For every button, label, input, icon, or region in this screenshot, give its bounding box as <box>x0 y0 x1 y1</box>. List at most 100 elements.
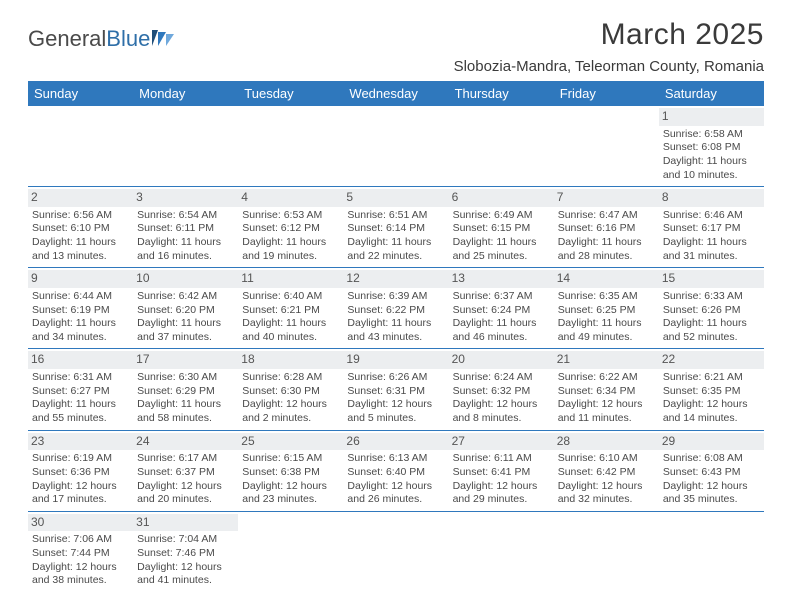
flag-icon <box>152 26 174 52</box>
day-number: 19 <box>343 351 448 369</box>
day-info-line: Sunset: 6:34 PM <box>558 385 655 399</box>
day-number: 22 <box>659 351 764 369</box>
calendar-page: GeneralBlue March 2025 Slobozia-Mandra, … <box>0 0 792 602</box>
day-info-line: and 20 minutes. <box>137 493 234 507</box>
day-number: 17 <box>133 351 238 369</box>
day-info-line: and 52 minutes. <box>663 331 760 345</box>
calendar-cell: 30Sunrise: 7:06 AMSunset: 7:44 PMDayligh… <box>28 511 133 592</box>
day-info-line: Sunrise: 6:22 AM <box>558 371 655 385</box>
calendar-cell <box>133 106 238 187</box>
day-info-line: Sunset: 6:30 PM <box>242 385 339 399</box>
day-info-line: Sunrise: 6:53 AM <box>242 209 339 223</box>
day-info: Sunrise: 6:17 AMSunset: 6:37 PMDaylight:… <box>137 452 234 507</box>
day-number: 20 <box>449 351 554 369</box>
logo-text-gray: General <box>28 26 106 52</box>
calendar-cell <box>238 511 343 592</box>
day-info-line: Sunset: 6:40 PM <box>347 466 444 480</box>
day-number: 14 <box>554 270 659 288</box>
day-info-line: Daylight: 11 hours <box>558 236 655 250</box>
calendar-cell <box>449 106 554 187</box>
day-info-line: Sunrise: 6:10 AM <box>558 452 655 466</box>
calendar-cell <box>343 511 448 592</box>
day-info-line: Sunset: 6:14 PM <box>347 222 444 236</box>
day-info-line: Daylight: 11 hours <box>347 236 444 250</box>
day-info: Sunrise: 6:56 AMSunset: 6:10 PMDaylight:… <box>32 209 129 264</box>
title-block: March 2025 Slobozia-Mandra, Teleorman Co… <box>454 18 764 75</box>
day-info-line: and 41 minutes. <box>137 574 234 588</box>
day-info: Sunrise: 6:26 AMSunset: 6:31 PMDaylight:… <box>347 371 444 426</box>
day-info-line: and 10 minutes. <box>663 169 760 183</box>
day-info: Sunrise: 6:44 AMSunset: 6:19 PMDaylight:… <box>32 290 129 345</box>
day-info: Sunrise: 6:28 AMSunset: 6:30 PMDaylight:… <box>242 371 339 426</box>
day-info-line: and 13 minutes. <box>32 250 129 264</box>
day-info-line: Sunrise: 6:08 AM <box>663 452 760 466</box>
day-info-line: Sunrise: 6:58 AM <box>663 128 760 142</box>
calendar-cell <box>343 106 448 187</box>
day-number: 2 <box>28 189 133 207</box>
day-info-line: Daylight: 12 hours <box>137 480 234 494</box>
day-info-line: Daylight: 11 hours <box>32 398 129 412</box>
day-info-line: Daylight: 11 hours <box>663 155 760 169</box>
calendar-cell: 25Sunrise: 6:15 AMSunset: 6:38 PMDayligh… <box>238 430 343 511</box>
day-info: Sunrise: 7:06 AMSunset: 7:44 PMDaylight:… <box>32 533 129 588</box>
day-info-line: Sunrise: 6:24 AM <box>453 371 550 385</box>
day-info: Sunrise: 6:46 AMSunset: 6:17 PMDaylight:… <box>663 209 760 264</box>
table-row: 30Sunrise: 7:06 AMSunset: 7:44 PMDayligh… <box>28 511 764 592</box>
day-info: Sunrise: 6:31 AMSunset: 6:27 PMDaylight:… <box>32 371 129 426</box>
day-number: 5 <box>343 189 448 207</box>
day-info: Sunrise: 6:42 AMSunset: 6:20 PMDaylight:… <box>137 290 234 345</box>
weekday-header: Sunday <box>28 81 133 106</box>
calendar-cell: 2 Sunrise: 6:56 AMSunset: 6:10 PMDaylight… <box>28 187 133 268</box>
day-info-line: and 58 minutes. <box>137 412 234 426</box>
day-info-line: Daylight: 12 hours <box>453 480 550 494</box>
day-info-line: and 34 minutes. <box>32 331 129 345</box>
logo: GeneralBlue <box>28 26 174 52</box>
calendar-cell: 7Sunrise: 6:47 AMSunset: 6:16 PMDaylight… <box>554 187 659 268</box>
calendar-cell <box>659 511 764 592</box>
calendar-cell: 27Sunrise: 6:11 AMSunset: 6:41 PMDayligh… <box>449 430 554 511</box>
day-info-line: Daylight: 11 hours <box>242 236 339 250</box>
calendar-cell: 31Sunrise: 7:04 AMSunset: 7:46 PMDayligh… <box>133 511 238 592</box>
day-info-line: Sunset: 6:22 PM <box>347 304 444 318</box>
calendar-cell: 10Sunrise: 6:42 AMSunset: 6:20 PMDayligh… <box>133 268 238 349</box>
day-info-line: Daylight: 11 hours <box>137 236 234 250</box>
weekday-header: Thursday <box>449 81 554 106</box>
day-number: 23 <box>28 433 133 451</box>
day-info-line: Daylight: 12 hours <box>137 561 234 575</box>
calendar-cell: 28Sunrise: 6:10 AMSunset: 6:42 PMDayligh… <box>554 430 659 511</box>
day-info-line: Sunset: 6:20 PM <box>137 304 234 318</box>
calendar-cell: 4Sunrise: 6:53 AMSunset: 6:12 PMDaylight… <box>238 187 343 268</box>
day-info-line: Daylight: 12 hours <box>242 480 339 494</box>
day-info: Sunrise: 6:10 AMSunset: 6:42 PMDaylight:… <box>558 452 655 507</box>
calendar-header-row: SundayMondayTuesdayWednesdayThursdayFrid… <box>28 81 764 106</box>
day-number: 15 <box>659 270 764 288</box>
day-info-line: Daylight: 11 hours <box>558 317 655 331</box>
day-info-line: Sunrise: 6:30 AM <box>137 371 234 385</box>
day-info-line: Sunrise: 6:42 AM <box>137 290 234 304</box>
day-number: 27 <box>449 433 554 451</box>
day-info-line: Sunset: 6:27 PM <box>32 385 129 399</box>
calendar-cell <box>28 106 133 187</box>
day-number: 24 <box>133 433 238 451</box>
day-info-line: and 55 minutes. <box>32 412 129 426</box>
day-info-line: Daylight: 11 hours <box>663 317 760 331</box>
day-info-line: Sunset: 6:32 PM <box>453 385 550 399</box>
calendar-cell: 3Sunrise: 6:54 AMSunset: 6:11 PMDaylight… <box>133 187 238 268</box>
day-info: Sunrise: 6:51 AMSunset: 6:14 PMDaylight:… <box>347 209 444 264</box>
calendar-cell: 23Sunrise: 6:19 AMSunset: 6:36 PMDayligh… <box>28 430 133 511</box>
day-info-line: Sunset: 6:12 PM <box>242 222 339 236</box>
day-info-line: Sunset: 6:31 PM <box>347 385 444 399</box>
calendar-cell: 29Sunrise: 6:08 AMSunset: 6:43 PMDayligh… <box>659 430 764 511</box>
day-info-line: Daylight: 12 hours <box>558 480 655 494</box>
day-info: Sunrise: 6:39 AMSunset: 6:22 PMDaylight:… <box>347 290 444 345</box>
day-info-line: Sunrise: 6:37 AM <box>453 290 550 304</box>
day-info: Sunrise: 6:11 AMSunset: 6:41 PMDaylight:… <box>453 452 550 507</box>
day-info-line: and 43 minutes. <box>347 331 444 345</box>
day-info-line: Daylight: 11 hours <box>663 236 760 250</box>
day-info-line: Sunrise: 6:19 AM <box>32 452 129 466</box>
day-info-line: and 40 minutes. <box>242 331 339 345</box>
day-info-line: Sunset: 6:29 PM <box>137 385 234 399</box>
day-info: Sunrise: 6:21 AMSunset: 6:35 PMDaylight:… <box>663 371 760 426</box>
day-info-line: Sunrise: 6:39 AM <box>347 290 444 304</box>
day-info: Sunrise: 6:22 AMSunset: 6:34 PMDaylight:… <box>558 371 655 426</box>
